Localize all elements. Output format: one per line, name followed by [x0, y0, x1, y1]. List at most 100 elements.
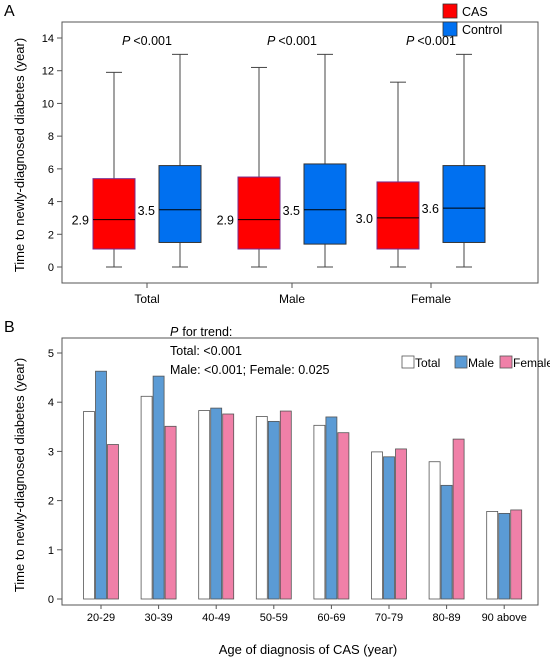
panel-a-y-tick-label: 10	[42, 98, 54, 110]
panel-b-x-tick-label: 50-59	[260, 612, 288, 624]
p-value: <0.001	[278, 34, 317, 48]
legend-label: Total	[415, 356, 440, 370]
panel-a-y-tick-label: 12	[42, 66, 54, 78]
trend-p-letter: P	[170, 325, 179, 339]
p-value-label: P <0.001	[122, 34, 172, 48]
panel-a-frame	[61, 21, 539, 284]
legend-swatch-total	[401, 355, 415, 369]
p-value: <0.001	[417, 34, 456, 48]
panel-b-axes: 0 1 2 3 4 5 20-29 30-39 40-49 50-59 60-69 70-79 80-8…	[48, 337, 539, 624]
bar-total	[140, 395, 153, 600]
panel-a-label: A	[4, 3, 15, 20]
trend-male-female: Male: <0.001; Female: 0.025	[170, 363, 330, 377]
bar-male	[325, 416, 338, 600]
panel-b-y-tick-label: 4	[48, 397, 54, 409]
panel-a-x-tick-label: Total	[134, 292, 159, 306]
box-cas	[92, 178, 136, 250]
panel-a-y-tick-label: 0	[48, 262, 54, 274]
panel-a-axes: 0 2 4 6 8 10 12 14 Total P <0.001 Male P <0.001 Fema…	[42, 21, 539, 306]
bar-total	[313, 424, 326, 600]
panel-b-y-tick-label: 1	[48, 545, 54, 557]
bar-female	[222, 413, 235, 600]
panel-a-boxes: 2.9 2.9 3.0 3.5 3.5 3.6	[72, 53, 486, 268]
bar-male	[498, 512, 511, 600]
bar-male	[267, 420, 280, 600]
panel-a-y-tick-label: 6	[48, 164, 54, 176]
bar-total	[428, 461, 441, 600]
p-value-label: P <0.001	[267, 34, 317, 48]
median-label: 2.9	[72, 214, 89, 228]
bar-male	[440, 484, 453, 600]
p-letter: P	[267, 34, 278, 48]
panel-b-x-axis-label: Age of diagnosis of CAS (year)	[219, 642, 397, 657]
panel-b-frame	[61, 337, 539, 606]
legend-label: CAS	[462, 5, 488, 19]
bar-male	[210, 407, 223, 600]
panel-a-x-tick-label: Male	[279, 292, 305, 306]
panel-a-y-tick-label: 4	[48, 197, 54, 209]
legend-swatch-female	[499, 355, 513, 369]
box-control	[303, 163, 347, 245]
bar-total	[371, 451, 383, 600]
bar-male	[95, 370, 107, 600]
bar-male	[383, 456, 395, 600]
panel-b-x-tick-label: 40-49	[202, 612, 230, 624]
p-letter: P	[122, 34, 133, 48]
box-cas	[376, 181, 420, 250]
bar-total	[486, 511, 499, 600]
panel-b-y-tick-label: 0	[48, 594, 54, 606]
p-value: <0.001	[133, 34, 172, 48]
panel-b-y-tick-label: 3	[48, 446, 54, 458]
median-label: 3.6	[422, 202, 439, 216]
panel-a-y-tick-label: 2	[48, 229, 54, 241]
legend-label: Control	[462, 23, 502, 37]
legend-label: Female	[513, 356, 550, 370]
box-control	[158, 165, 202, 243]
panel-b-x-tick-label: 60-69	[317, 612, 345, 624]
legend-swatch-control	[442, 21, 458, 37]
p-value-label: P <0.001	[406, 34, 456, 48]
panel-a-y-tick-label: 14	[42, 33, 54, 45]
panel-b-x-tick-label: 30-39	[145, 612, 173, 624]
trend-title-text: for trend:	[182, 325, 232, 339]
bar-female	[107, 444, 119, 600]
panel-b-x-tick-label: 90 above	[482, 612, 527, 624]
panel-a-legend: CAS Control	[442, 3, 502, 37]
trend-total: Total: <0.001	[170, 344, 242, 358]
panel-b-x-tick-label: 70-79	[375, 612, 403, 624]
panel-b-y-tick-label: 2	[48, 496, 54, 508]
bar-female	[395, 448, 407, 600]
panel-a-y-tick-label: 8	[48, 131, 54, 143]
box-cas	[237, 176, 281, 250]
bar-total	[83, 411, 95, 600]
bar-female	[164, 425, 177, 600]
bar-female	[279, 410, 292, 600]
panel-a: A 0 2 4 6 8 10 12 14 Total P <0.001 Male P <0.001 Fe…	[4, 3, 539, 306]
panel-a-x-tick-label: Female	[411, 292, 451, 306]
panel-b-x-tick-label: 20-29	[87, 612, 115, 624]
bar-female	[452, 438, 465, 600]
panel-b-bars	[83, 370, 523, 600]
panel-a-y-axis-label: Time to newly-diagnosed diabetes (year)	[12, 38, 27, 272]
legend-label: Male	[468, 356, 494, 370]
panel-b-legend: Total Male Female	[401, 355, 550, 370]
p-letter: P	[406, 34, 417, 48]
panel-b-y-tick-label: 5	[48, 348, 54, 360]
panel-b-label: B	[4, 319, 15, 336]
median-label: 3.0	[356, 212, 373, 226]
median-label: 2.9	[217, 214, 234, 228]
bar-female	[510, 509, 523, 600]
bar-male	[152, 375, 165, 600]
panel-b-y-axis-label: Time to newly-diagnosed diabetes (year)	[12, 358, 27, 592]
median-label: 3.5	[138, 204, 155, 218]
bar-female	[337, 432, 350, 600]
box-control	[442, 165, 486, 243]
panel-b: B 0 1 2 3 4 5 20-29 30-39 40-49 50-59 60-69 70-79 80…	[4, 319, 550, 657]
panel-b-x-tick-label: 80-89	[433, 612, 461, 624]
median-label: 3.5	[283, 204, 300, 218]
bar-total	[198, 410, 211, 600]
legend-swatch-cas	[442, 3, 458, 19]
